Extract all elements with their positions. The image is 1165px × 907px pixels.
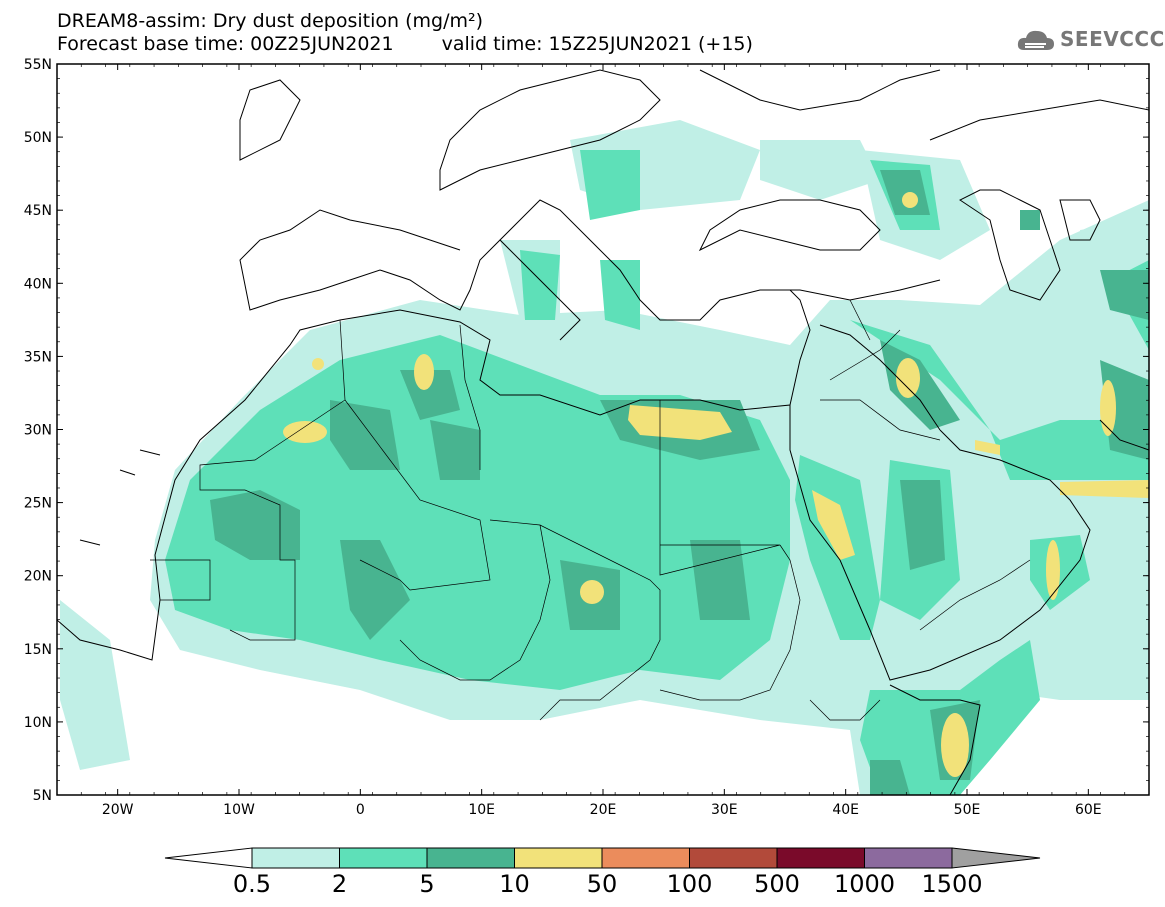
colorbar-label: 500	[754, 870, 800, 898]
lat-tick-label: 10N	[24, 715, 52, 731]
lat-tick-label: 40N	[24, 276, 52, 292]
map-subtitle: Forecast base time: 00Z25JUN2021 valid ti…	[57, 33, 753, 55]
colorbar-label: 1000	[834, 870, 895, 898]
colorbar-swatch	[251, 847, 340, 869]
colorbar-swatch	[776, 847, 865, 869]
colorbar-swatch	[601, 847, 690, 869]
colorbar-swatch	[514, 847, 603, 869]
lat-tick-label: 20N	[24, 569, 52, 585]
lat-tick-label: 5N	[33, 788, 52, 804]
colorbar-label: 100	[667, 870, 713, 898]
logo-text: SEEVCCC	[1060, 27, 1165, 51]
colorbar: 0.5 2 5 10 50 100 500 1000 1500	[164, 847, 1041, 898]
cloud-logo-icon	[1017, 30, 1054, 50]
lat-tick-label: 45N	[24, 203, 52, 219]
lat-tick-label: 50N	[24, 130, 52, 146]
lon-tick-label: 40E	[832, 802, 859, 818]
valid-time: valid time: 15Z25JUN2021 (+15)	[441, 33, 753, 55]
lat-tick-label: 25N	[24, 496, 52, 512]
colorbar-swatch	[426, 847, 515, 869]
colorbar-label: 5	[419, 870, 434, 898]
lat-tick-label: 55N	[24, 57, 52, 73]
country-borders	[150, 299, 1031, 721]
colorbar-low-extension	[164, 847, 253, 869]
lon-tick-label: 20E	[590, 802, 617, 818]
lon-tick-label: 10E	[468, 802, 495, 818]
lon-tick-label: 0	[356, 802, 365, 818]
colorbar-high-extension	[951, 847, 1041, 869]
base-time: Forecast base time: 00Z25JUN2021	[57, 33, 394, 55]
colorbar-label: 1500	[921, 870, 982, 898]
colorbar-swatch	[339, 847, 428, 869]
deposition-field	[60, 120, 1149, 795]
colorbar-swatch	[864, 847, 953, 869]
colorbar-label: 50	[587, 870, 618, 898]
lon-tick-label: 30E	[711, 802, 738, 818]
seevccc-logo: SEEVCCC	[1016, 26, 1165, 52]
longitude-axis: 20W 10W 0 10E 20E 30E 40E 50E 60E	[56, 64, 1150, 818]
colorbar-swatch	[689, 847, 778, 869]
lon-tick-label: 50E	[954, 802, 981, 818]
lat-tick-label: 30N	[24, 423, 52, 439]
lon-tick-label: 10W	[223, 802, 255, 818]
lon-tick-label: 20W	[102, 802, 134, 818]
colorbar-label: 10	[499, 870, 530, 898]
lon-tick-label: 60E	[1075, 802, 1102, 818]
coastlines	[57, 69, 1149, 795]
latitude-axis: 55N 50N 45N 40N 35N 30N 25N 20N 15N 10N 5N	[24, 57, 1149, 804]
lat-tick-label: 35N	[24, 349, 52, 365]
lat-tick-label: 15N	[24, 642, 52, 658]
colorbar-label: 2	[332, 870, 347, 898]
map-title: DREAM8-assim: Dry dust deposition (mg/m²…	[57, 10, 484, 32]
colorbar-label: 0.5	[233, 870, 271, 898]
